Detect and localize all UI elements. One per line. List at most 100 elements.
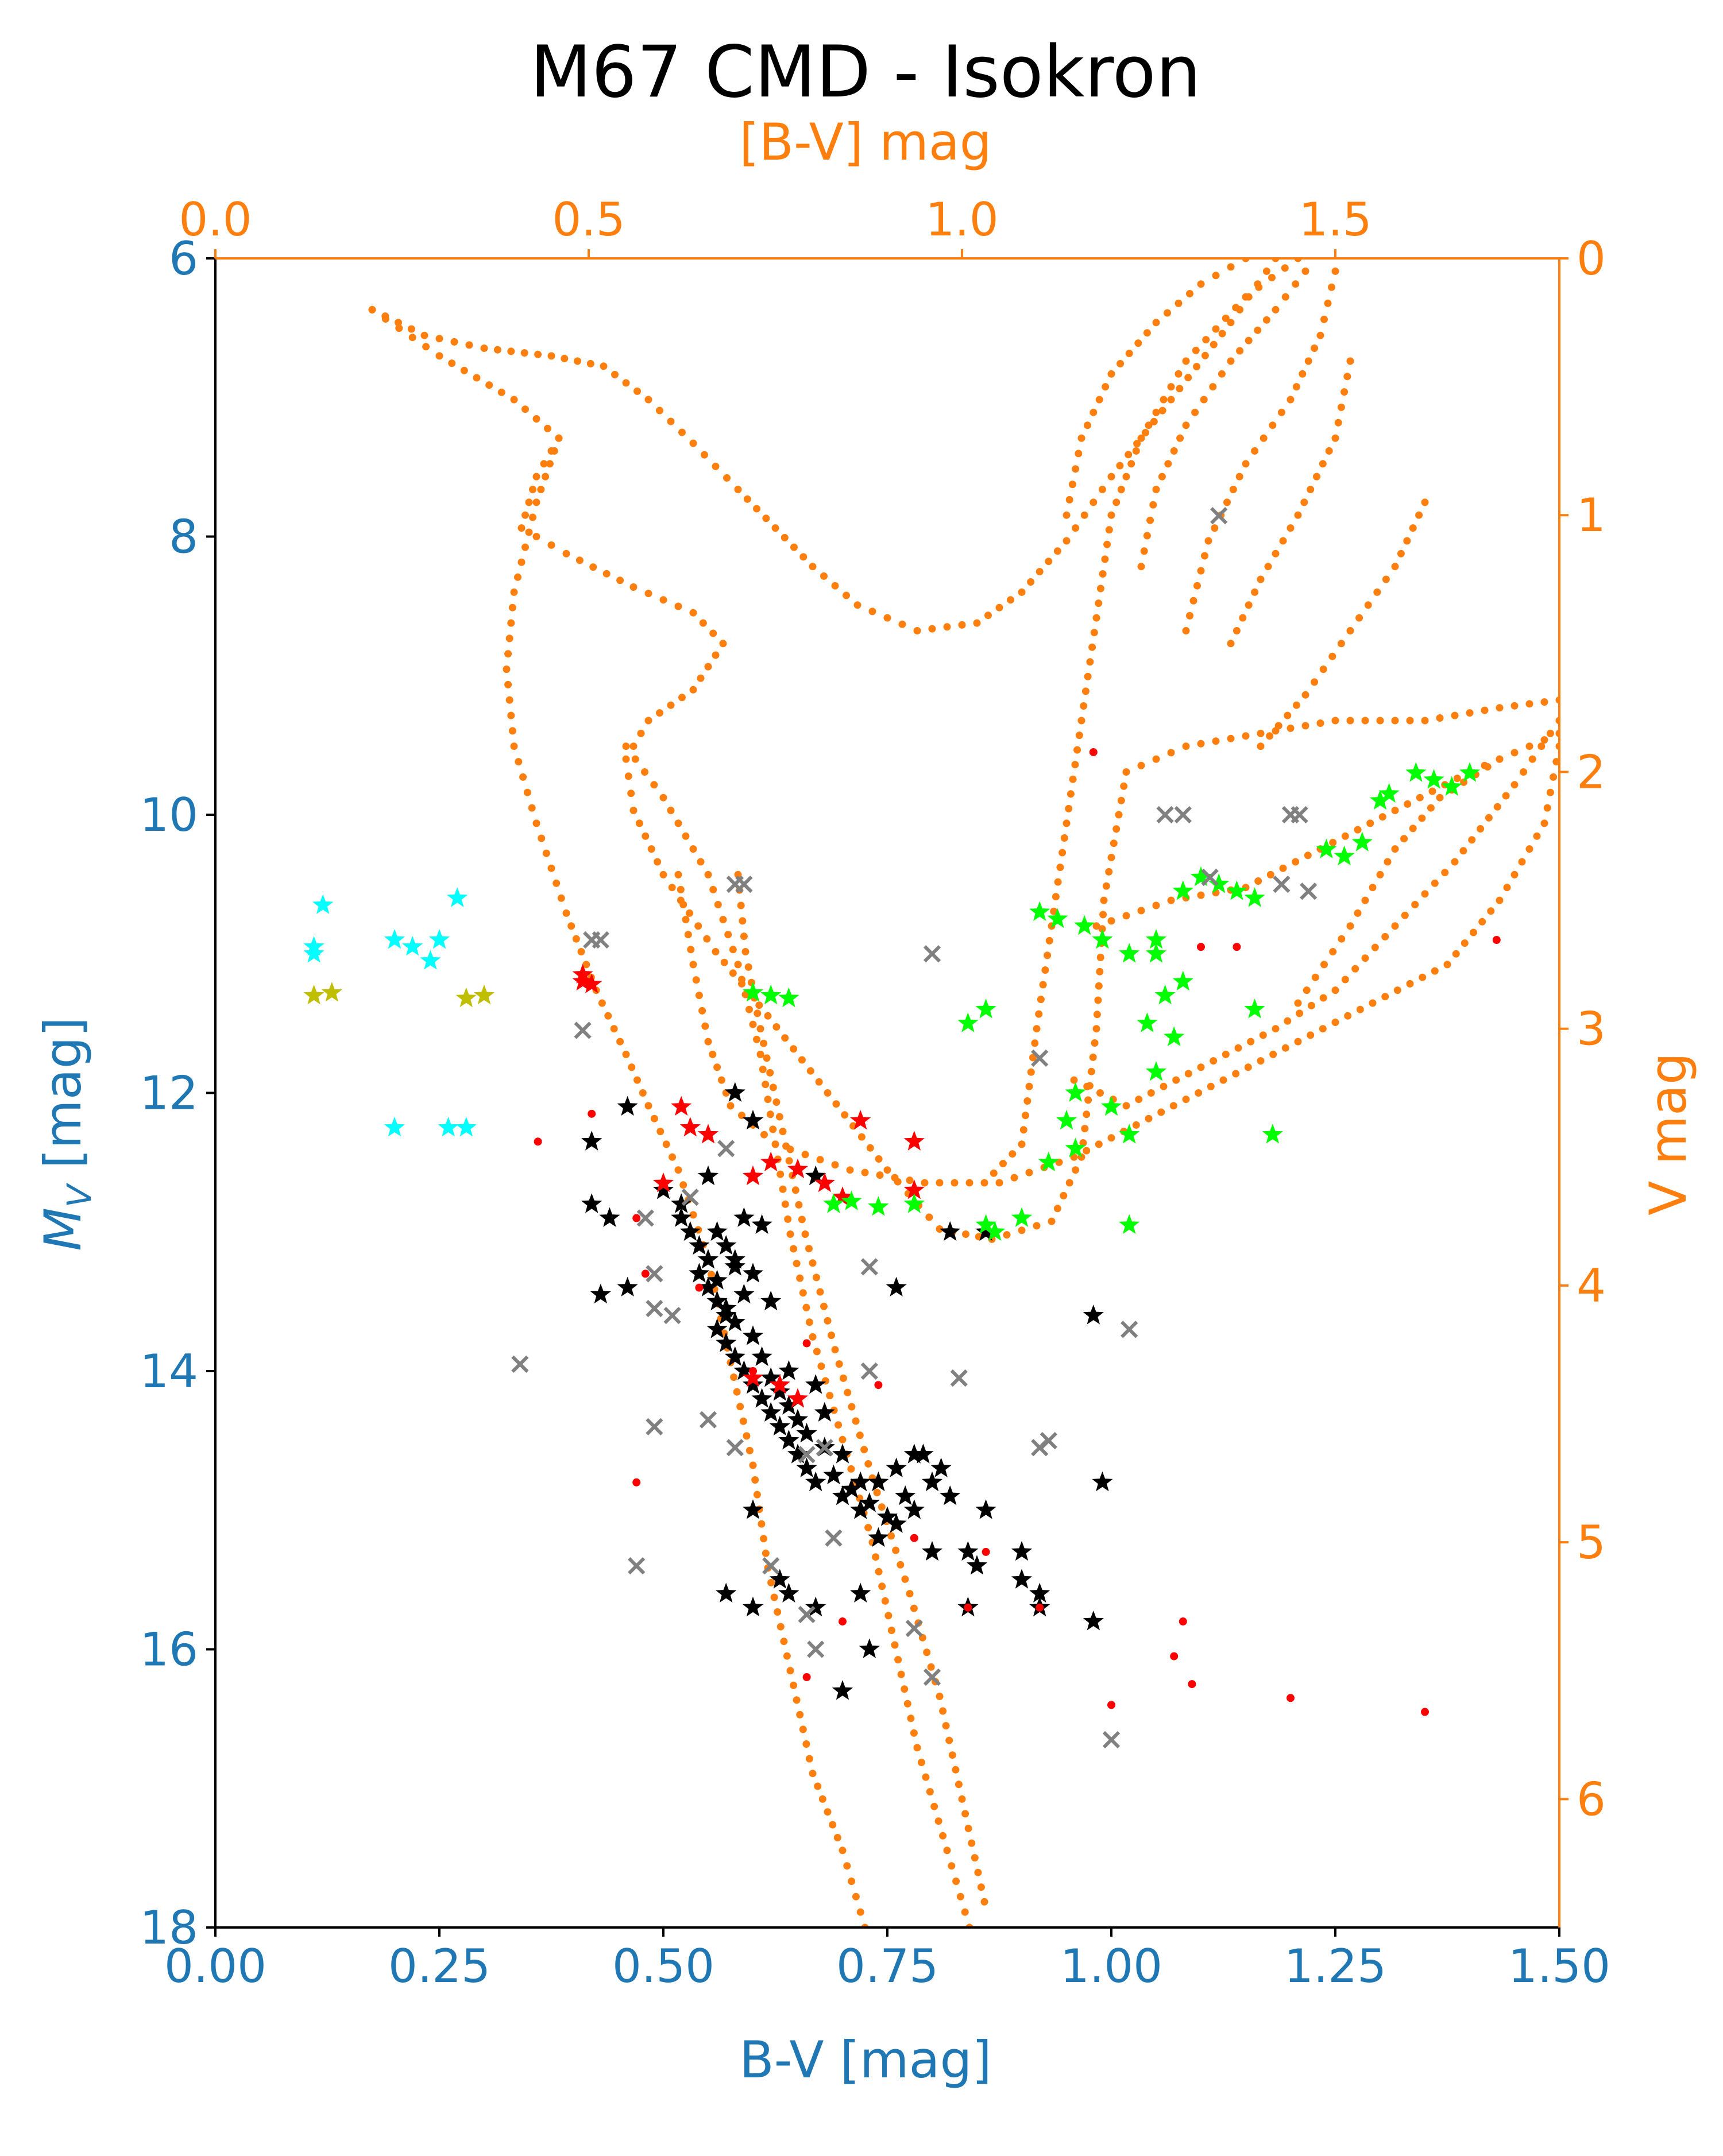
- data-point-star: [859, 1638, 880, 1658]
- data-point-cross: [1201, 868, 1219, 887]
- isochrone-dot: [1257, 742, 1265, 750]
- isochrone-dot: [650, 1114, 658, 1122]
- isochrone-dot: [555, 434, 563, 442]
- data-point-star: [886, 1513, 907, 1533]
- isochrone-dot: [1393, 986, 1401, 994]
- isochrone-dot: [817, 1363, 825, 1370]
- data-point-dot: [802, 1673, 811, 1681]
- data-point-star: [1065, 1082, 1086, 1102]
- isochrone-dot: [955, 1780, 963, 1789]
- isochrone-dot: [629, 742, 638, 750]
- isochrone-dot: [529, 513, 536, 521]
- isochrone-dot: [1132, 1121, 1140, 1129]
- isochrone-dot: [460, 366, 468, 374]
- isochrone-dot: [712, 462, 720, 470]
- isochrone-dot: [508, 727, 516, 735]
- isochrone-dot: [1254, 326, 1262, 334]
- isochrone-dot: [1281, 1044, 1289, 1052]
- isochrone-dot: [519, 773, 527, 781]
- data-point-star: [751, 1346, 772, 1367]
- isochrone-dot: [586, 359, 594, 367]
- isochrone-dot: [1075, 450, 1083, 458]
- isochrone-dot: [771, 524, 779, 532]
- isochrone-dot: [729, 969, 737, 977]
- isochrone-dot: [883, 1166, 891, 1174]
- isochrone-dot: [547, 864, 555, 872]
- isochrone-dot: [1207, 1082, 1215, 1090]
- data-point-star: [724, 1256, 745, 1276]
- left-y-axis-label: MV [mag]: [33, 1017, 99, 1251]
- isochrone-dot: [927, 1663, 935, 1671]
- isochrone-dot: [521, 405, 529, 413]
- isochrone-dot: [1361, 954, 1369, 962]
- data-point-cross: [905, 1620, 923, 1638]
- isochrone-dot: [813, 1348, 821, 1356]
- isochrone-dot: [662, 1140, 670, 1148]
- isochrone-dot: [408, 334, 416, 342]
- isochrone-dot: [1182, 357, 1190, 365]
- isochrone-dot: [897, 1561, 905, 1569]
- isochrone-dot: [435, 352, 443, 360]
- isochrone-dot: [1088, 643, 1096, 651]
- isochrone-dot: [934, 1817, 942, 1825]
- isochrone-dot: [910, 1729, 918, 1737]
- data-point-star: [1423, 769, 1444, 789]
- isochrone-dot: [738, 976, 745, 984]
- isochrone-dot: [1137, 907, 1145, 915]
- isochrone-dot: [1041, 966, 1049, 974]
- isochrone-dot: [776, 1170, 785, 1178]
- isochrone-dot: [1050, 907, 1058, 915]
- isochrone-dot: [667, 807, 675, 814]
- isochrone-dot: [1048, 1217, 1056, 1225]
- isochrone-dot: [714, 901, 722, 908]
- plot-area: [303, 258, 1559, 1927]
- isochrone-dot: [1361, 896, 1369, 904]
- isochrone-dot: [980, 1179, 988, 1187]
- isochrone-dot: [1411, 901, 1419, 908]
- isochrone-dot: [1510, 702, 1519, 710]
- isochrone-dot: [1184, 374, 1192, 382]
- isochrone-dot: [802, 1740, 810, 1748]
- isochrone-dot: [697, 858, 705, 866]
- right-y-tick-label: 5: [1577, 1516, 1606, 1569]
- isochrone-dot: [1227, 734, 1235, 742]
- isochrone-dot: [749, 1020, 757, 1028]
- isochrone-dot: [739, 1417, 747, 1425]
- isochrone-dot: [1227, 263, 1235, 271]
- isochrone-dot: [633, 1076, 641, 1084]
- data-point-dot: [964, 1603, 972, 1612]
- isochrone-dot: [1112, 825, 1121, 833]
- isochrone-dot: [1073, 746, 1081, 754]
- isochrone-dot: [1105, 868, 1113, 876]
- isochrone-dot: [753, 1035, 760, 1043]
- isochrone-dot: [1496, 896, 1504, 904]
- data-point-star: [689, 1235, 710, 1255]
- isochrone-dot: [1371, 943, 1379, 951]
- isochrone-dot: [1251, 588, 1259, 596]
- isochrone-dot: [980, 1898, 988, 1906]
- isochrone-dot: [861, 1168, 869, 1176]
- isochrone-dot: [820, 1302, 828, 1310]
- isochrone-dot: [1381, 993, 1389, 1001]
- isochrone-dot: [1251, 447, 1259, 455]
- isochrone-dot: [532, 415, 540, 423]
- isochrone-dot: [766, 1069, 774, 1077]
- isochrone-dot: [1211, 524, 1219, 532]
- isochrone-dot: [730, 1373, 738, 1381]
- isochrone-dot: [729, 946, 737, 954]
- data-point-star: [1316, 838, 1337, 858]
- isochrone-dot: [876, 1171, 884, 1179]
- data-point-star: [1145, 943, 1167, 963]
- isochrone-dot: [781, 533, 789, 541]
- isochrone-dot: [1294, 1038, 1302, 1046]
- isochrone-dot: [942, 1722, 950, 1730]
- isochrone-dot: [790, 1245, 798, 1253]
- isochrone-dot: [521, 543, 529, 551]
- data-point-star: [850, 1499, 871, 1519]
- isochrone-dot: [790, 1045, 798, 1053]
- isochrone-dot: [1344, 1012, 1352, 1020]
- isochrone-dot: [1105, 526, 1113, 534]
- isochrone-dot: [1102, 383, 1110, 391]
- isochrone-dot: [1346, 627, 1354, 634]
- isochrone-dot: [743, 495, 751, 503]
